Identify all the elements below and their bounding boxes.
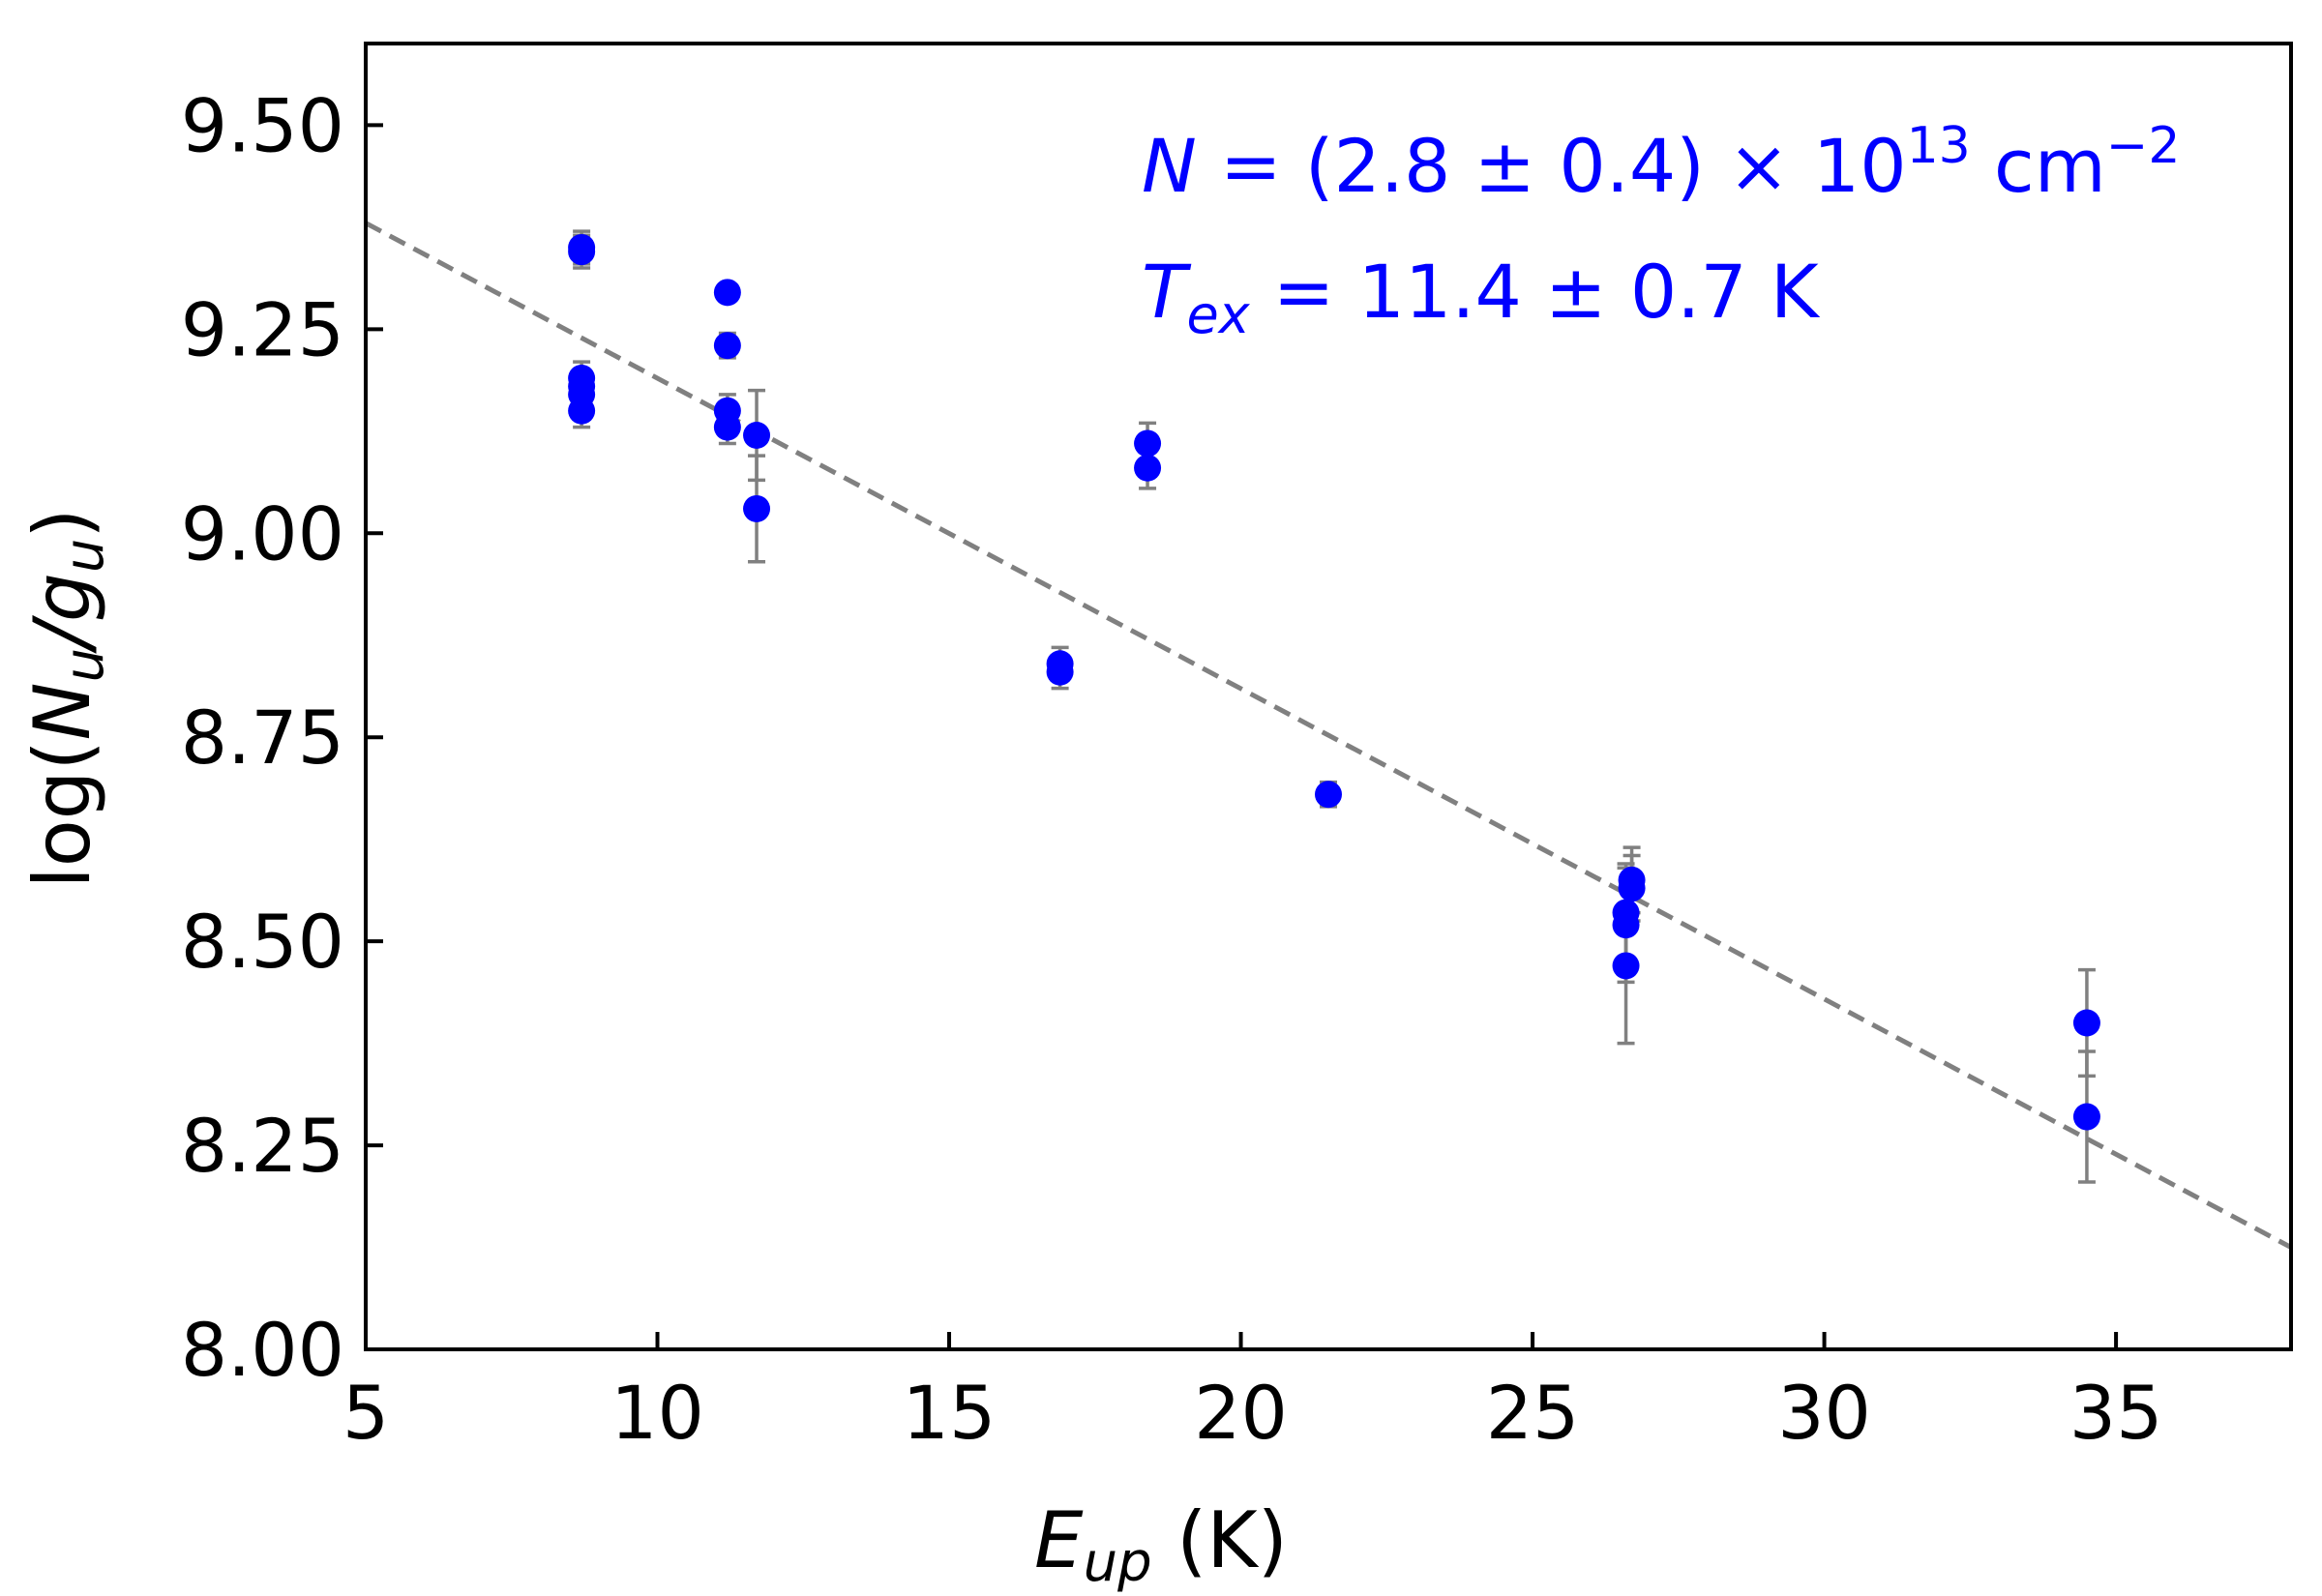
data-point bbox=[743, 422, 771, 449]
y-tick-label: 9.00 bbox=[181, 490, 344, 576]
data-point bbox=[1134, 429, 1162, 458]
data-point bbox=[713, 413, 741, 441]
x-tick-label: 35 bbox=[2069, 1370, 2163, 1456]
data-point bbox=[1618, 874, 1646, 902]
data-point bbox=[743, 494, 771, 522]
x-tick-label: 10 bbox=[610, 1370, 704, 1456]
y-tick-label: 8.50 bbox=[181, 899, 344, 985]
x-tick-label: 25 bbox=[1486, 1370, 1580, 1456]
annotation-column-density: N = (2.8 ± 0.4) × 1013 cm−2 bbox=[1142, 117, 2180, 209]
y-tick-label: 9.50 bbox=[181, 82, 344, 168]
data-point bbox=[1134, 454, 1162, 482]
data-point bbox=[568, 238, 596, 266]
plot-frame bbox=[364, 42, 2293, 1351]
y-tick-label: 9.25 bbox=[181, 286, 344, 372]
x-tick-label: 30 bbox=[1777, 1370, 1871, 1456]
data-point bbox=[1046, 658, 1074, 686]
data-point bbox=[2072, 1103, 2100, 1131]
x-tick-label: 5 bbox=[342, 1370, 389, 1456]
y-tick-label: 8.00 bbox=[181, 1307, 344, 1393]
x-tick-label: 15 bbox=[903, 1370, 997, 1456]
tick-group: 5 10 15 20 25 30 35 8.00 8.25 8.50 8.75 9.00 9.25 9.5… bbox=[181, 82, 2163, 1456]
data-point bbox=[713, 279, 741, 307]
annotation-excitation-temperature: Tex = 11.4 ± 0.7 K bbox=[1142, 249, 1821, 345]
y-axis-label: log(Nu/gu) bbox=[17, 509, 116, 889]
point-group bbox=[568, 233, 2100, 1131]
x-axis-label: Eup (K) bbox=[1034, 1495, 1288, 1594]
x-tick-label: 20 bbox=[1194, 1370, 1288, 1456]
data-point bbox=[2072, 1009, 2100, 1037]
data-point bbox=[713, 332, 741, 360]
data-point bbox=[1612, 952, 1640, 980]
fit-line bbox=[364, 221, 2293, 1250]
data-point bbox=[1315, 781, 1342, 809]
y-tick-label: 8.75 bbox=[181, 695, 344, 781]
data-point bbox=[568, 397, 596, 425]
data-point bbox=[1612, 911, 1640, 939]
y-tick-label: 8.25 bbox=[181, 1103, 344, 1189]
